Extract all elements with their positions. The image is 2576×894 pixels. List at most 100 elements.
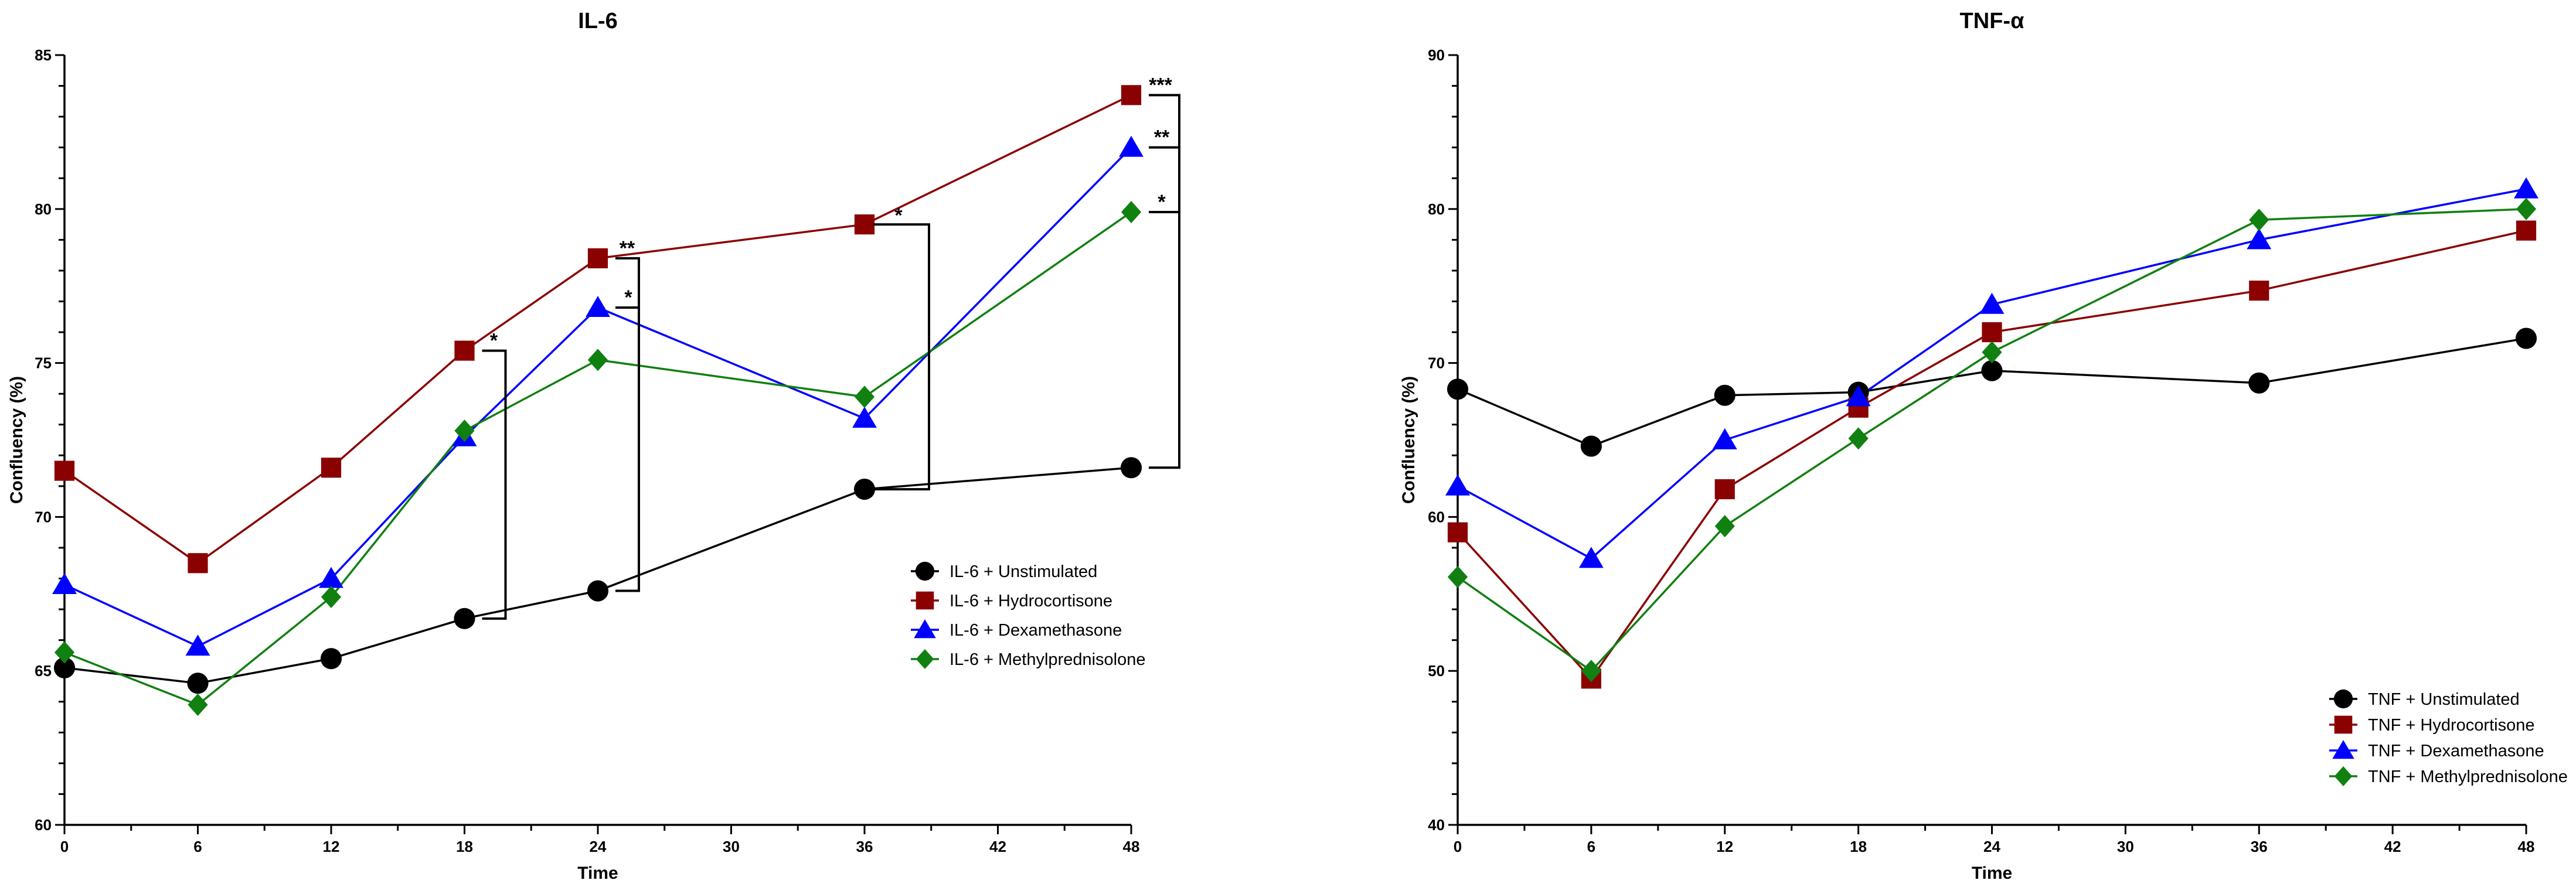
y-tick-label: 80 [1428, 200, 1445, 218]
data-point-series-2 [1982, 322, 2002, 343]
legend-marker [2332, 740, 2354, 759]
data-point-series-3 [319, 567, 343, 588]
y-tick-label: 60 [35, 816, 52, 834]
chart-panel-2: TNF-α 40 50 60 70 80 90 0 6 12 18 24 30 36 42 48 Time Con… [1399, 9, 2568, 883]
legend-label: IL-6 + Unstimulated [950, 562, 1097, 581]
data-point-series-1 [1120, 457, 1142, 479]
data-point-series-3 [1979, 292, 2005, 314]
legend-marker [915, 561, 935, 581]
legend-marker [916, 591, 934, 610]
data-point-series-1 [1714, 384, 1736, 406]
data-point-series-4 [854, 385, 875, 408]
legend-label: TNF + Unstimulated [2368, 690, 2520, 709]
data-point-series-1 [1447, 378, 1469, 400]
data-point-series-4 [2249, 209, 2269, 231]
significance-bracket [873, 223, 930, 491]
data-point-series-2 [54, 460, 75, 481]
data-point-series-2 [454, 340, 475, 361]
data-point-series-3 [2514, 177, 2538, 199]
legend-marker [914, 619, 936, 639]
y-tick-label: 50 [1428, 662, 1445, 680]
x-tick-label: 6 [1587, 838, 1595, 855]
x-tick-label: 24 [590, 838, 607, 855]
legend-label: IL-6 + Methylprednisolone [950, 650, 1146, 669]
chart-title: TNF-α [1960, 9, 2024, 33]
data-point-series-1 [53, 657, 76, 678]
data-point-series-2 [2516, 220, 2537, 241]
x-tick-label: 48 [1123, 838, 1140, 855]
x-tick-label: 0 [1454, 838, 1462, 855]
x-tick-label: 48 [2518, 838, 2535, 855]
data-point-series-4 [2516, 197, 2537, 220]
data-point-series-4 [1714, 515, 1735, 538]
data-point-series-2 [2249, 280, 2269, 301]
x-axis-title: Time [1972, 864, 2012, 883]
y-tick-label: 60 [1428, 508, 1445, 526]
data-point-series-3 [185, 634, 210, 656]
significance-label: * [1158, 191, 1166, 213]
data-point-series-1 [2248, 372, 2270, 394]
data-point-series-2 [1447, 522, 1468, 542]
data-point-series-3 [1445, 474, 1470, 496]
significance-bracket [1149, 94, 1180, 469]
data-point-series-2 [1714, 479, 1735, 500]
y-tick-label: 75 [35, 354, 52, 372]
legend-label: TNF + Methylprednisolone [2368, 767, 2568, 786]
x-tick-label: 36 [856, 838, 873, 855]
chart-panel-1: IL-6 60 65 70 75 80 85 0 6 12 18 24 30 36 42 48 Time Conf… [7, 9, 1180, 883]
data-point-series-1 [2515, 327, 2537, 349]
data-point-series-3 [2247, 228, 2272, 250]
data-point-series-4 [1581, 660, 1601, 683]
significance-bracket [482, 349, 507, 620]
y-tick-label: 40 [1428, 816, 1445, 834]
series-line-4 [1457, 208, 2527, 673]
y-tick-label: 70 [1428, 354, 1445, 372]
data-point-series-1 [587, 580, 609, 602]
series-line-2 [64, 94, 1132, 565]
y-tick-label: 70 [35, 508, 52, 526]
chart-title: IL-6 [578, 9, 618, 33]
data-point-series-3 [852, 407, 877, 428]
data-point-series-2 [1121, 85, 1142, 105]
x-tick-label: 18 [456, 838, 473, 855]
x-tick-label: 24 [1983, 838, 2000, 855]
legend-marker [2334, 715, 2353, 734]
x-tick-label: 36 [2251, 838, 2268, 855]
significance-label: ** [1154, 127, 1170, 149]
legend-marker [2334, 766, 2353, 786]
legend-label: IL-6 + Hydrocortisone [950, 592, 1112, 610]
y-tick-label: 65 [35, 662, 52, 680]
data-point-series-1 [454, 608, 475, 629]
x-tick-label: 18 [1850, 838, 1867, 855]
y-axis-title: Confluency (%) [1399, 376, 1418, 504]
data-point-series-4 [1982, 341, 2002, 364]
y-axis-title: Confluency (%) [7, 376, 26, 504]
y-tick-label: 80 [35, 200, 52, 218]
data-point-series-2 [321, 458, 342, 478]
x-tick-label: 42 [989, 838, 1006, 855]
data-point-series-2 [587, 248, 608, 268]
data-point-series-4 [1121, 201, 1142, 224]
legend-label: IL-6 + Dexamethasone [950, 621, 1122, 640]
data-point-series-1 [853, 479, 876, 500]
data-point-series-1 [320, 648, 342, 670]
data-point-series-1 [1580, 435, 1602, 457]
significance-label: * [624, 286, 632, 309]
data-point-series-4 [454, 419, 475, 442]
data-point-series-3 [1712, 428, 1737, 449]
significance-bracket [615, 257, 640, 592]
data-point-series-4 [1447, 565, 1468, 588]
data-point-series-4 [1848, 427, 1869, 450]
legend-label: TNF + Dexamethasone [2368, 742, 2544, 760]
legend-marker [916, 649, 934, 669]
data-point-series-3 [52, 573, 77, 594]
x-tick-label: 30 [2117, 838, 2134, 855]
x-tick-label: 42 [2384, 838, 2401, 855]
data-point-series-4 [188, 694, 208, 716]
data-point-series-2 [188, 553, 208, 574]
data-point-series-3 [1846, 385, 1871, 407]
data-point-series-1 [1981, 360, 2003, 381]
data-point-series-3 [586, 296, 610, 317]
data-point-series-3 [1119, 135, 1144, 157]
